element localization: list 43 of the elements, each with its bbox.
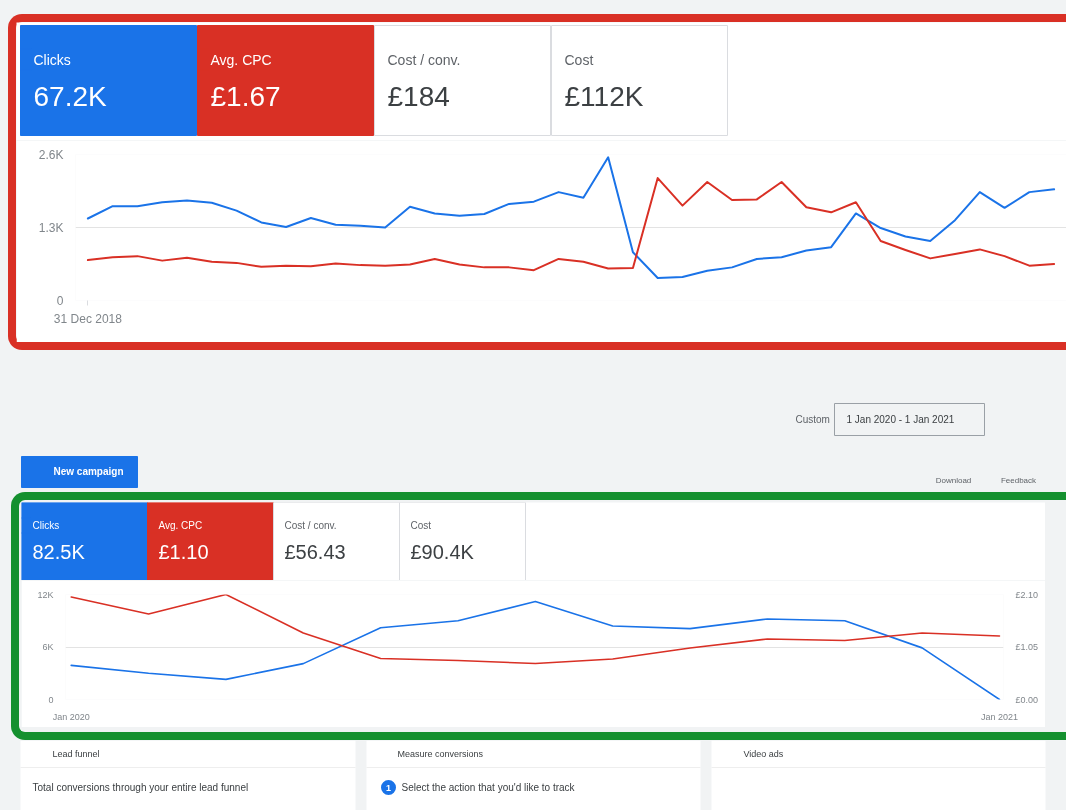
legend-label: Avg. CPC (158, 520, 203, 531)
text: Cost / conv. (387, 51, 461, 68)
text: Select the action that you'd like to track (401, 782, 576, 793)
text: 1 (386, 782, 392, 793)
text: Cost (410, 520, 432, 531)
text: Cost / conv. (284, 520, 337, 531)
text: £112K (564, 81, 644, 112)
y-tick-label: 0 (56, 293, 64, 308)
text: Download (935, 476, 972, 485)
text: £90.4K (410, 540, 475, 563)
y2-tick-label: £1.05 (1015, 642, 1039, 652)
text: Cost (564, 51, 594, 68)
text: 1 Jan 2020 - 1 Jan 2021 (846, 414, 955, 425)
y-tick-label: 2.6K (38, 147, 64, 162)
line-series (70, 594, 1001, 665)
y2-tick-label: £0.00 (1015, 694, 1039, 705)
line-series (86, 156, 1056, 280)
text: £184 (387, 81, 450, 112)
text: £1.10 (158, 540, 209, 563)
y-tick-label: 6K (42, 642, 54, 652)
x-tick-label: Jan 2021 (980, 711, 1019, 722)
legend-label: Clicks (33, 51, 71, 68)
text: Video ads (743, 748, 784, 759)
text: £1.67 (210, 81, 281, 112)
text: New campaign (53, 466, 124, 477)
legend-label: Clicks (32, 520, 60, 531)
text: £56.43 (284, 540, 346, 563)
text: Custom (795, 414, 830, 425)
text: 82.5K (32, 540, 86, 563)
y-tick-label: 1.3K (38, 220, 64, 235)
text: Measure conversions (397, 748, 484, 759)
y2-tick-label: £2.10 (1015, 589, 1039, 600)
text: 67.2K (33, 81, 107, 112)
text: Feedback (1000, 476, 1038, 485)
x-tick-label: 31 Dec 2018 (53, 311, 123, 326)
y-tick-label: 12K (37, 589, 54, 600)
x-tick-label: Jan 2020 (52, 711, 90, 722)
line-series (86, 177, 1056, 272)
legend-label: Avg. CPC (210, 51, 272, 68)
line-series (70, 600, 1001, 700)
text: Total conversions through your entire lead funnel (32, 782, 249, 793)
y-tick-label: 0 (48, 694, 54, 705)
text: Lead funnel (52, 748, 100, 759)
